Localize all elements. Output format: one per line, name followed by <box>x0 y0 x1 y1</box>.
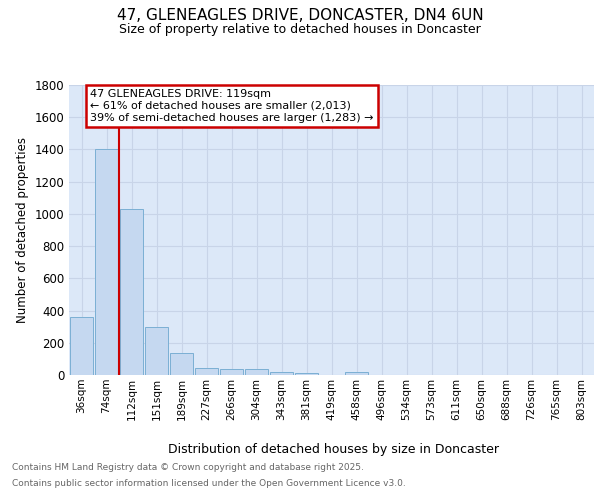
Text: Contains public sector information licensed under the Open Government Licence v3: Contains public sector information licen… <box>12 478 406 488</box>
Bar <box>170 353 193 375</box>
Bar <box>120 209 143 375</box>
Bar <box>245 370 268 375</box>
Y-axis label: Number of detached properties: Number of detached properties <box>16 137 29 323</box>
Bar <box>95 150 118 375</box>
Text: 47, GLENEAGLES DRIVE, DONCASTER, DN4 6UN: 47, GLENEAGLES DRIVE, DONCASTER, DN4 6UN <box>116 8 484 22</box>
Text: 47 GLENEAGLES DRIVE: 119sqm
← 61% of detached houses are smaller (2,013)
39% of : 47 GLENEAGLES DRIVE: 119sqm ← 61% of det… <box>90 90 373 122</box>
Text: Contains HM Land Registry data © Crown copyright and database right 2025.: Contains HM Land Registry data © Crown c… <box>12 464 364 472</box>
Bar <box>345 372 368 375</box>
Bar <box>70 317 93 375</box>
Text: Distribution of detached houses by size in Doncaster: Distribution of detached houses by size … <box>167 442 499 456</box>
Bar <box>195 368 218 375</box>
Bar <box>270 372 293 375</box>
Bar <box>220 369 243 375</box>
Bar <box>295 372 318 375</box>
Text: Size of property relative to detached houses in Doncaster: Size of property relative to detached ho… <box>119 22 481 36</box>
Bar <box>145 328 168 375</box>
